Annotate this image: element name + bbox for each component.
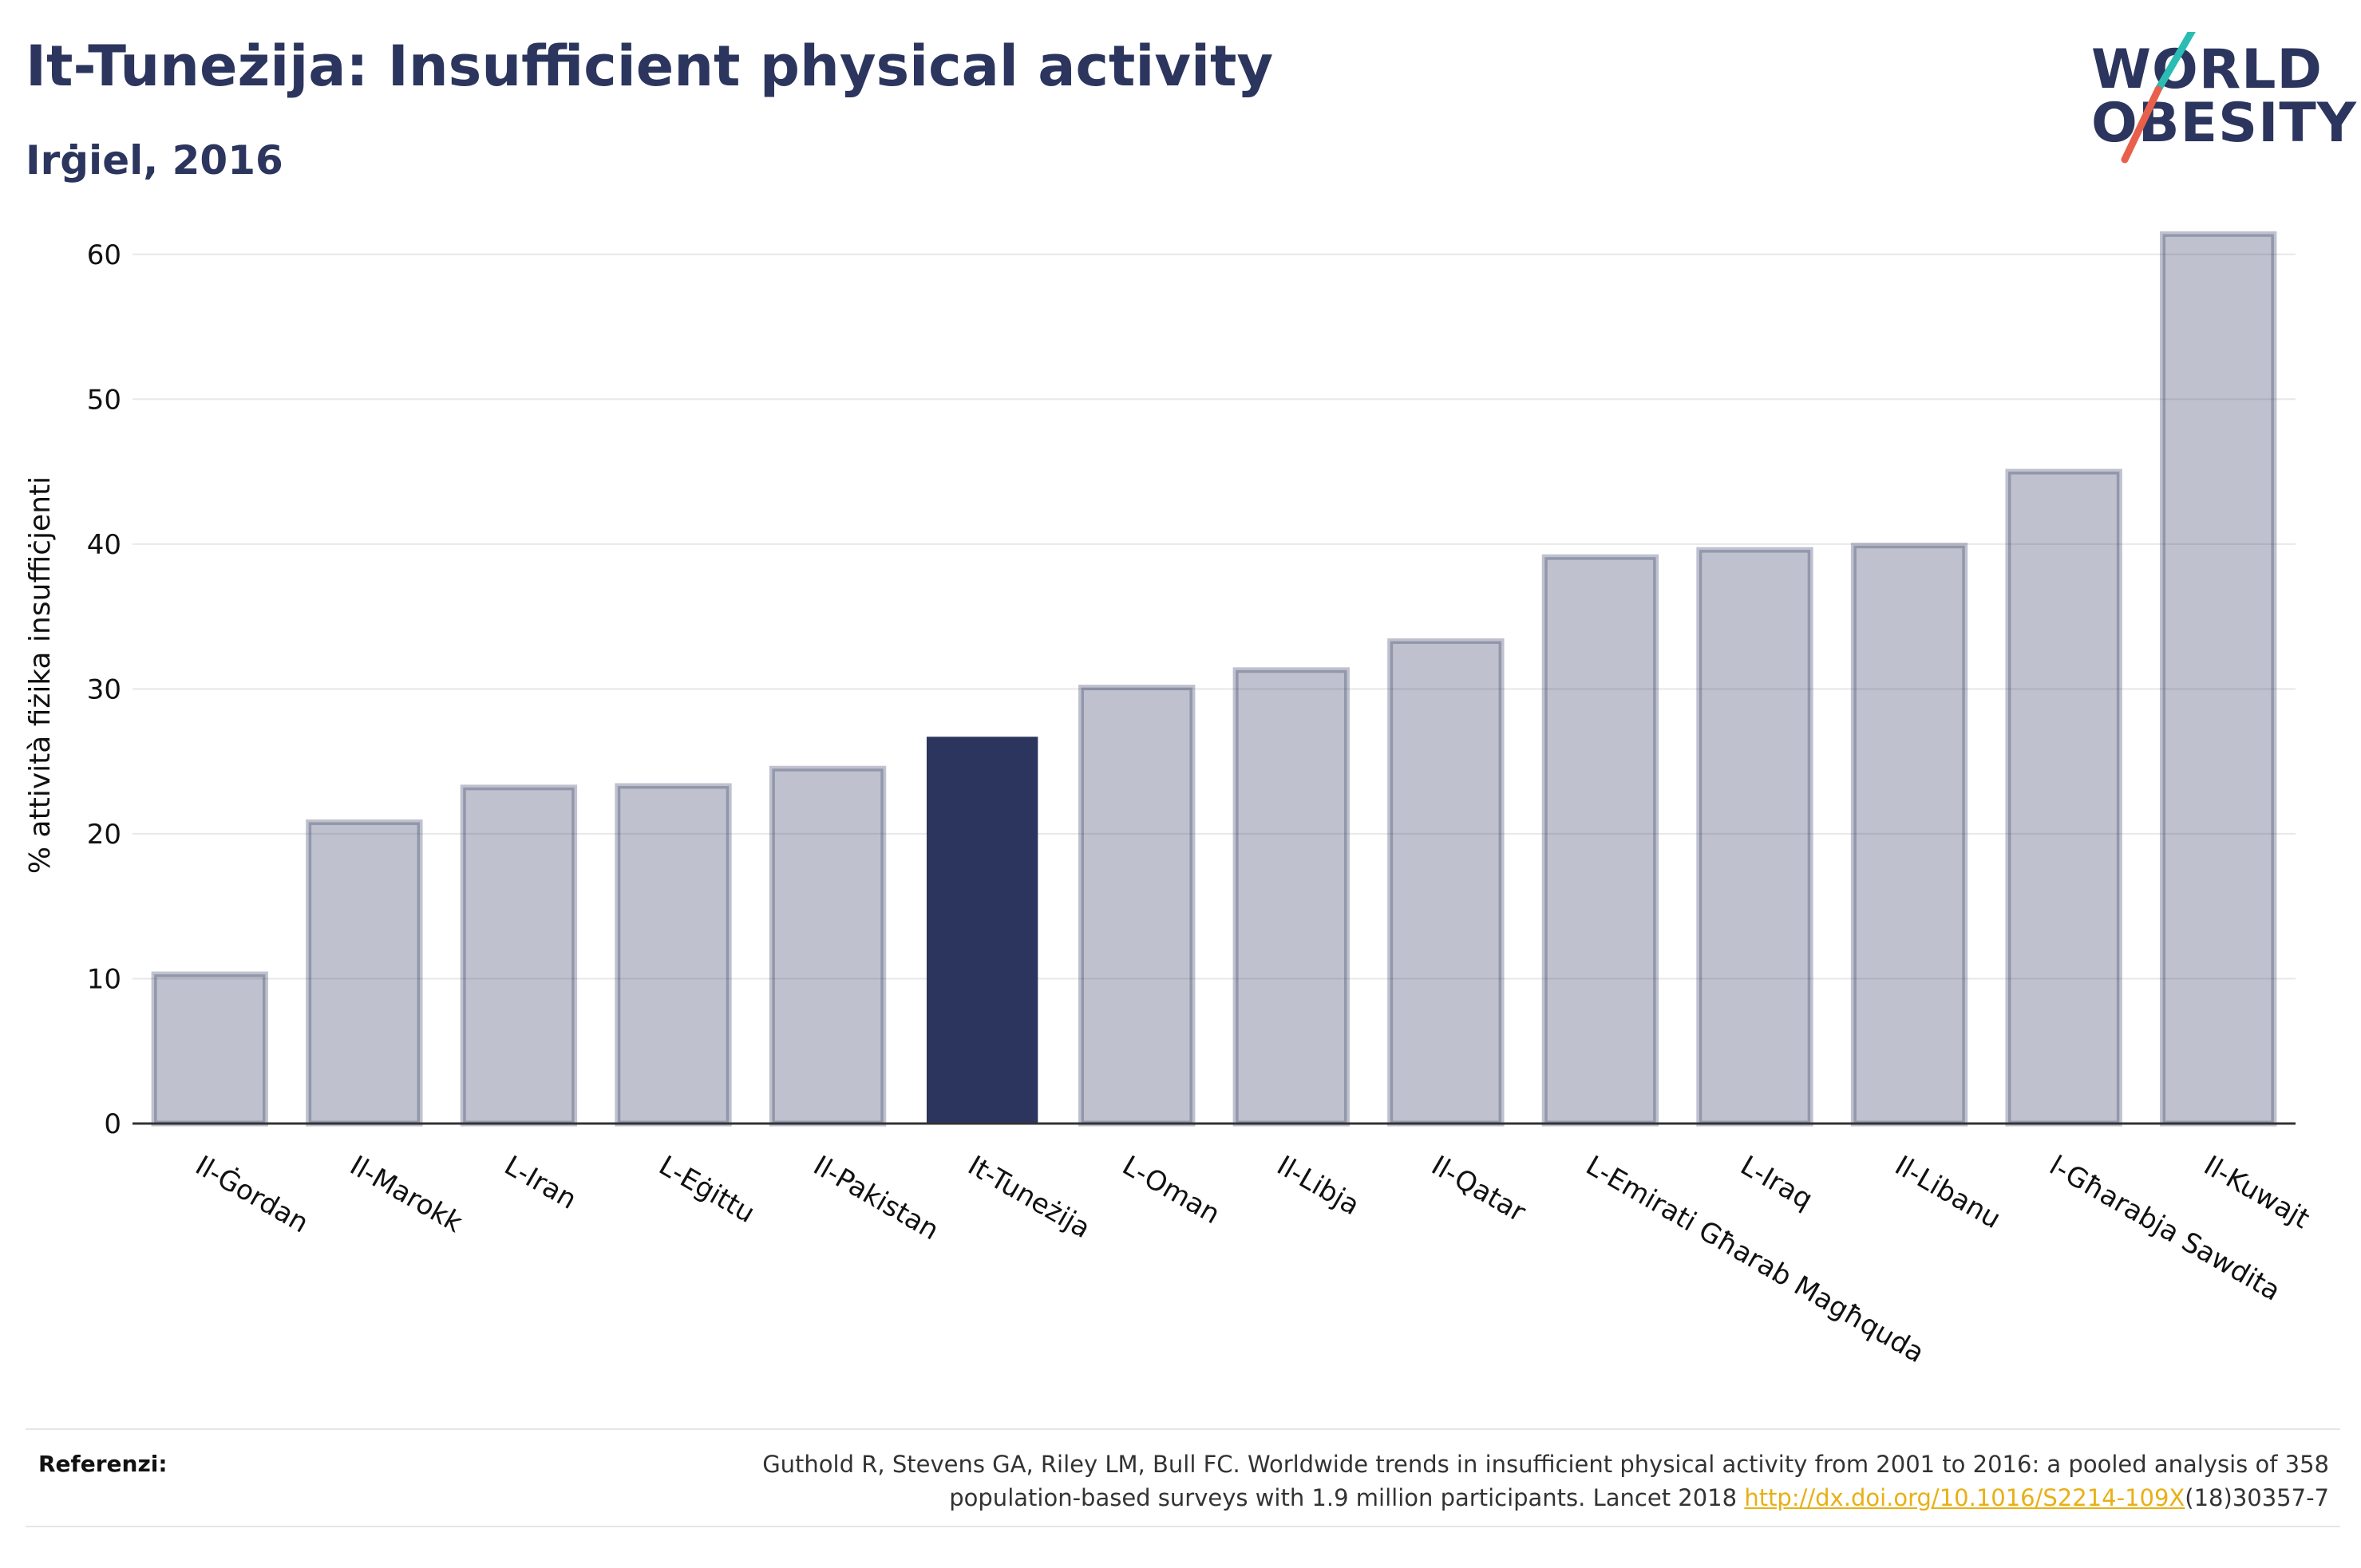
y-tick-label: 10 bbox=[87, 963, 121, 995]
footer-divider-top bbox=[26, 1428, 2340, 1430]
bar-8 bbox=[1387, 638, 1505, 1127]
bar-12 bbox=[2005, 468, 2122, 1127]
y-tick-label: 0 bbox=[104, 1108, 121, 1140]
y-tick-labels: 0 10 20 30 40 50 60 bbox=[87, 239, 121, 1140]
x-tick-label: Il-Ġordan bbox=[190, 1149, 314, 1240]
x-tick-label: Il-Qatar bbox=[1426, 1150, 1531, 1229]
x-tick-label: Il-Pakistan bbox=[808, 1150, 944, 1247]
y-tick-label: 20 bbox=[87, 819, 121, 851]
x-tick-label: L-Iran bbox=[499, 1150, 582, 1216]
x-tick-label: Il-Marokk bbox=[344, 1150, 468, 1239]
bar-10 bbox=[1696, 547, 1813, 1127]
world-obesity-logo: WORLD OBESITY bbox=[2075, 32, 2356, 168]
bar-chart: 0 10 20 30 40 50 60 Il-Ġordan Il-Marokk L-Iran L-… bbox=[24, 231, 2315, 1370]
bar-7 bbox=[1232, 667, 1350, 1127]
y-tick-label: 50 bbox=[87, 384, 121, 416]
y-tick-label: 40 bbox=[87, 529, 121, 561]
y-axis-label: % attività fiżika insuffiċjenti bbox=[24, 476, 57, 874]
bar-11 bbox=[1850, 543, 1968, 1127]
chart-subtitle: Irġiel, 2016 bbox=[26, 137, 283, 184]
x-tick-label: L-Iraq bbox=[1735, 1150, 1818, 1216]
x-tick-label: Il-Libanu bbox=[1889, 1150, 2006, 1235]
y-tick-label: 30 bbox=[87, 673, 121, 705]
x-tick-label: L-Eġittu bbox=[654, 1150, 761, 1230]
x-tick-labels: Il-Ġordan Il-Marokk L-Iran L-Eġittu Il-Pakis… bbox=[190, 1149, 2315, 1370]
citation-line-2-text: population-based surveys with 1.9 millio… bbox=[949, 1484, 1745, 1511]
bar-1 bbox=[306, 819, 423, 1127]
logo-word-1: WORLD bbox=[2091, 38, 2323, 101]
x-tick-label: Il-Libja bbox=[1271, 1150, 1365, 1222]
footer-divider-bottom bbox=[26, 1526, 2340, 1527]
bar-6 bbox=[1078, 685, 1196, 1127]
bar-3 bbox=[615, 783, 732, 1127]
x-tick-label: Il-Kuwajt bbox=[2198, 1150, 2315, 1235]
x-tick-label: It-Tuneżija bbox=[963, 1150, 1096, 1245]
citation-line-2: population-based surveys with 1.9 millio… bbox=[493, 1481, 2329, 1515]
bar-4 bbox=[769, 765, 887, 1127]
citation-line-2-suffix: (18)30357-7 bbox=[2185, 1484, 2329, 1511]
references-label: Referenzi: bbox=[38, 1451, 168, 1477]
y-tick-label: 60 bbox=[87, 239, 121, 271]
bar-9 bbox=[1541, 554, 1659, 1127]
bars bbox=[151, 231, 2277, 1127]
citation-line-1: Guthold R, Stevens GA, Riley LM, Bull FC… bbox=[762, 1451, 2329, 1478]
doi-link[interactable]: http://dx.doi.org/10.1016/S2214-109X bbox=[1744, 1484, 2185, 1511]
bar-13 bbox=[2160, 231, 2277, 1127]
x-tick-label: L-Oman bbox=[1117, 1150, 1225, 1231]
bar-2 bbox=[460, 784, 578, 1127]
bar-5 bbox=[926, 737, 1038, 1124]
gridlines bbox=[132, 253, 2296, 1124]
chart-title: It-Tuneżija: Insufficient physical activ… bbox=[26, 34, 1274, 99]
logo-slash-icon bbox=[2121, 32, 2196, 164]
bar-0 bbox=[151, 971, 268, 1127]
reference-citation: Guthold R, Stevens GA, Riley LM, Bull FC… bbox=[493, 1448, 2329, 1515]
